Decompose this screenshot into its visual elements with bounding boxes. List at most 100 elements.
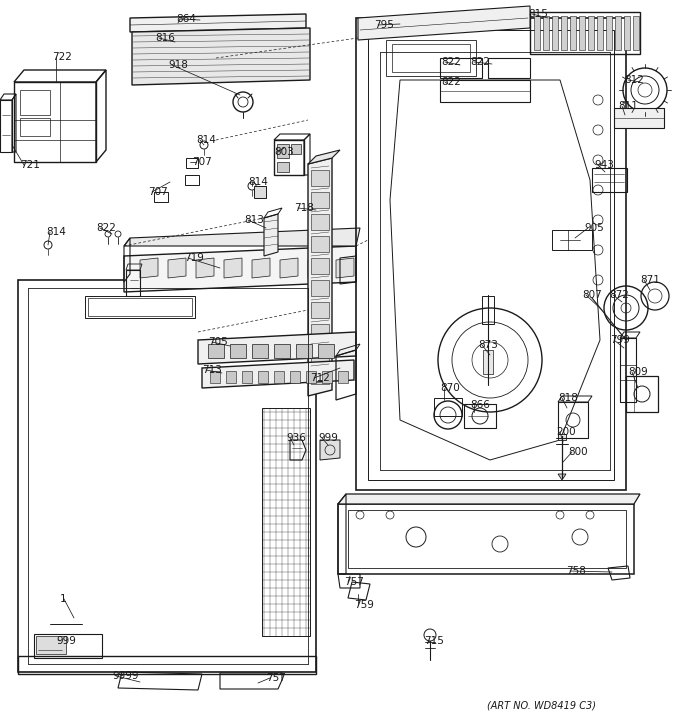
Polygon shape <box>132 28 310 85</box>
Bar <box>615 16 621 50</box>
Bar <box>311 302 329 318</box>
Bar <box>614 108 664 128</box>
Bar <box>88 298 192 316</box>
Bar <box>311 258 329 274</box>
Bar <box>570 16 576 50</box>
Text: 936: 936 <box>286 433 306 443</box>
Text: 9999: 9999 <box>112 671 139 681</box>
Polygon shape <box>338 494 640 504</box>
Bar <box>318 344 334 358</box>
Bar <box>296 344 312 358</box>
Bar <box>20 118 50 136</box>
Bar <box>290 371 300 383</box>
Bar <box>579 16 585 50</box>
Bar <box>597 16 603 50</box>
Bar <box>534 16 540 50</box>
Bar <box>277 162 289 172</box>
Text: 803: 803 <box>274 147 294 157</box>
Text: 719: 719 <box>184 253 204 263</box>
Text: 705: 705 <box>208 337 228 347</box>
Text: 814: 814 <box>196 135 216 145</box>
Bar <box>488 58 530 78</box>
Text: 999: 999 <box>56 636 76 646</box>
Polygon shape <box>130 14 306 32</box>
Text: 799: 799 <box>610 335 630 345</box>
Text: 721: 721 <box>20 160 40 170</box>
Text: 707: 707 <box>148 187 168 197</box>
Polygon shape <box>308 258 326 278</box>
Text: 872: 872 <box>609 290 629 300</box>
Text: 812: 812 <box>624 75 644 85</box>
Text: 814: 814 <box>248 177 268 187</box>
Text: 757: 757 <box>344 577 364 587</box>
Bar <box>624 16 630 50</box>
Bar <box>208 344 224 358</box>
Bar <box>311 214 329 230</box>
Bar <box>242 371 252 383</box>
Bar <box>561 16 567 50</box>
Text: 818: 818 <box>558 393 578 403</box>
Bar <box>210 371 220 383</box>
Text: 807: 807 <box>582 290 602 300</box>
Text: 800: 800 <box>568 447 588 457</box>
Polygon shape <box>168 258 186 278</box>
Text: 759: 759 <box>354 600 374 610</box>
Bar <box>18 656 316 674</box>
Text: 715: 715 <box>424 636 444 646</box>
Text: 200: 200 <box>556 427 576 437</box>
Polygon shape <box>202 360 354 388</box>
Bar <box>252 344 268 358</box>
Bar <box>588 16 594 50</box>
Polygon shape <box>558 474 566 480</box>
Polygon shape <box>264 214 278 256</box>
Bar <box>464 404 496 428</box>
Bar <box>34 634 102 658</box>
Polygon shape <box>124 228 360 246</box>
Bar <box>230 344 246 358</box>
Bar <box>311 192 329 208</box>
Polygon shape <box>196 258 214 278</box>
Text: 758: 758 <box>566 566 586 576</box>
Text: 866: 866 <box>470 400 490 410</box>
Bar <box>552 16 558 50</box>
Text: 713: 713 <box>202 365 222 375</box>
Text: 870: 870 <box>440 383 460 393</box>
Polygon shape <box>358 6 530 40</box>
Text: 864: 864 <box>176 14 196 24</box>
Text: 822: 822 <box>470 57 490 67</box>
Polygon shape <box>140 258 158 278</box>
Text: 707: 707 <box>192 157 211 167</box>
Bar <box>85 296 195 318</box>
Bar <box>440 58 482 78</box>
Bar <box>36 636 66 654</box>
Bar <box>186 158 198 168</box>
Text: 815: 815 <box>528 9 548 19</box>
Bar <box>262 408 310 636</box>
Bar <box>348 510 626 568</box>
Text: 813: 813 <box>244 215 264 225</box>
Bar <box>552 230 592 250</box>
Bar <box>483 350 493 374</box>
Text: 712: 712 <box>310 373 330 383</box>
Bar <box>306 371 316 383</box>
Polygon shape <box>320 440 340 460</box>
Text: 999: 999 <box>318 433 338 443</box>
Bar <box>291 144 301 154</box>
Text: 1: 1 <box>60 594 67 604</box>
Polygon shape <box>124 246 356 292</box>
Polygon shape <box>198 332 356 364</box>
Bar <box>338 371 348 383</box>
Text: 822: 822 <box>441 77 461 87</box>
Bar <box>322 371 332 383</box>
Bar <box>434 398 462 416</box>
Bar <box>311 324 329 340</box>
Bar <box>482 296 494 324</box>
Bar <box>311 346 329 362</box>
Bar <box>185 175 199 185</box>
Polygon shape <box>336 258 354 278</box>
Text: 905: 905 <box>584 223 604 233</box>
Bar <box>274 344 290 358</box>
Bar <box>633 16 639 50</box>
Bar <box>226 371 236 383</box>
Text: 918: 918 <box>168 60 188 70</box>
